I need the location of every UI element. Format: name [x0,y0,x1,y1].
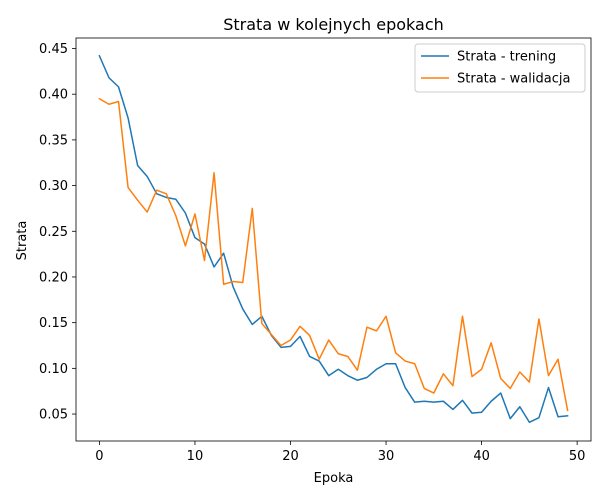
chart-title: Strata w kolejnych epokach [223,15,444,34]
y-tick-label: 0.30 [39,179,68,194]
x-tick-label: 40 [473,449,490,464]
y-tick-label: 0.40 [39,88,68,103]
series-line-1 [98,54,569,424]
y-tick-label: 0.25 [39,225,68,240]
plot-area: 0 10 20 30 40 50 0.05 0.10 0.15 0.20 0.25 0.30 0.35 0… [39,37,592,464]
x-tick-label: 50 [569,449,586,464]
legend-label-2: Strata - walidacja [457,72,570,87]
legend-label-1: Strata - trening [457,50,556,65]
legend-box [414,43,586,93]
x-tick-label: 20 [282,449,299,464]
x-tick-label: 0 [95,449,103,464]
y-tick-label: 0.10 [39,362,68,377]
x-axis-label: Epoka [314,471,354,486]
axes-frame [75,37,592,442]
x-tick-label: 10 [187,449,204,464]
y-tick-label: 0.15 [39,316,68,331]
y-tick-label: 0.05 [39,408,68,423]
y-tick-label: 0.35 [39,133,68,148]
y-tick-label: 0.45 [39,42,68,57]
y-axis-label: Strata [15,221,30,261]
x-tick-label: 30 [378,449,395,464]
legend: Strata - trening Strata - walidacja [414,43,586,93]
series-line-2 [98,97,569,412]
y-tick-label: 0.20 [39,270,68,285]
